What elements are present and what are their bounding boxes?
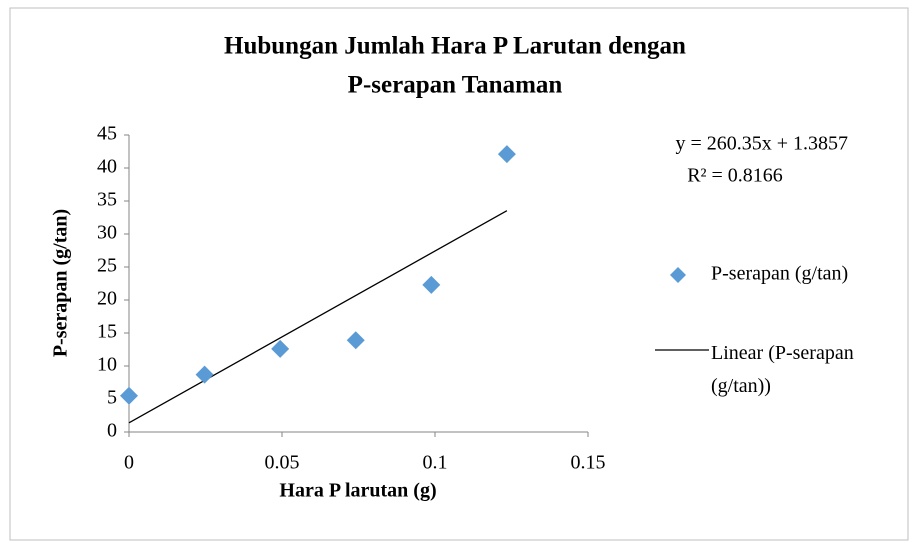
trendline: [128, 210, 508, 424]
data-point: [346, 331, 365, 350]
legend-label: Linear (P-serapan (g/tan)): [711, 342, 854, 397]
y-tick-label: 30: [97, 222, 117, 244]
chart-title: Hubungan Jumlah Hara P Larutan dengan: [224, 33, 686, 60]
x-tick-label: 0.1: [423, 452, 448, 474]
x-tick-label: 0.15: [571, 452, 606, 474]
equation: y = 260.35x + 1.3857: [675, 133, 848, 155]
y-tick-label: 10: [97, 354, 117, 376]
y-tick-label: 15: [97, 321, 117, 343]
data-point: [271, 339, 290, 358]
legend-marker: [670, 267, 686, 283]
data-point: [497, 145, 516, 164]
chart-border: [9, 7, 909, 541]
y-tick-label: 25: [97, 255, 117, 277]
data-point: [195, 365, 214, 384]
y-tick-label: 45: [97, 123, 117, 145]
y-tick-label: 0: [107, 420, 117, 442]
x-tick-label: 0: [124, 452, 134, 474]
y-tick-label: 35: [97, 189, 117, 211]
chart-title: P-serapan Tanaman: [348, 72, 563, 99]
x-tick-label: 0.05: [265, 452, 300, 474]
y-axis-label: P-serapan (g/tan): [50, 209, 72, 357]
data-point: [120, 386, 138, 405]
r-squared: R² = 0.8166: [687, 165, 783, 187]
x-axis-label: Hara P larutan (g): [279, 480, 436, 502]
y-tick-label: 40: [97, 156, 117, 178]
legend-label: P-serapan (g/tan): [711, 263, 848, 285]
data-point: [422, 275, 441, 294]
y-tick-label: 5: [107, 387, 117, 409]
y-tick-label: 20: [97, 288, 117, 310]
